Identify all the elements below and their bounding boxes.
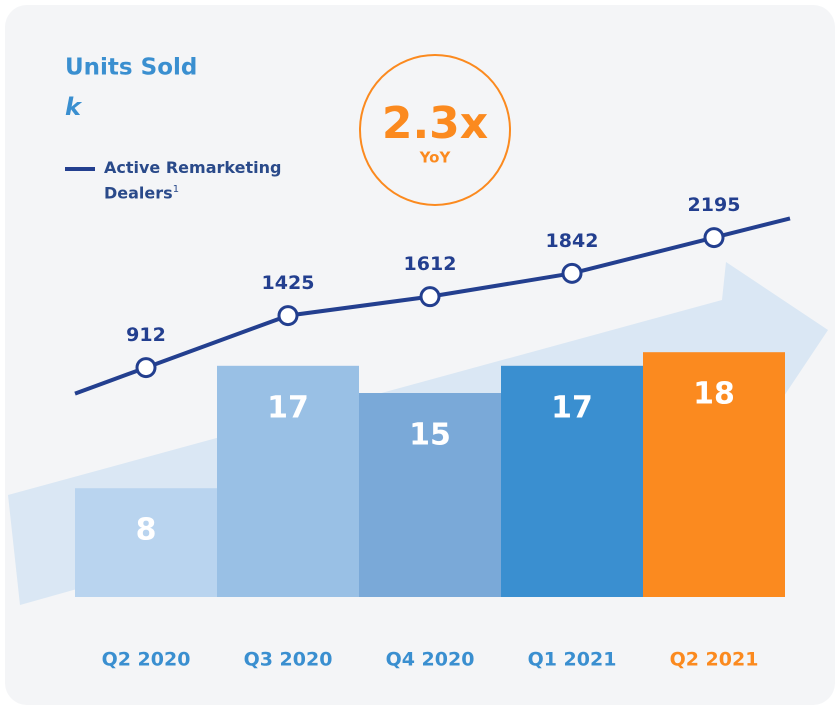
bar-value-label: 17 [267,390,309,425]
footnote-marker: 1 [172,184,180,195]
x-tick-label: Q1 2021 [528,649,617,671]
badge-label: YoY [419,149,452,167]
chart-title: Units Sold [65,55,197,81]
line-marker [419,286,441,308]
bar-value-label: 8 [136,513,157,548]
line-value-label: 912 [126,324,166,346]
x-tick-label: Q2 2021 [670,649,759,671]
line-value-label: 2195 [688,194,741,216]
bar [217,365,359,597]
line-marker [277,305,299,327]
bar [75,488,217,597]
line-value-label: 1425 [262,272,315,294]
bar-value-label: 17 [551,390,593,425]
bar [643,352,785,597]
bar [359,393,501,597]
line-value-label: 1612 [404,253,457,275]
badge-value: 2.3x [382,98,488,149]
chart-subtitle: k [65,93,83,121]
legend: Active Remarketing Dealers1 [104,157,324,204]
x-tick-label: Q4 2020 [386,649,475,671]
line-extension [74,365,147,396]
badge-ring [359,54,511,206]
x-tick-label: Q2 2020 [102,649,191,671]
line-marker [703,227,725,249]
legend-label: Active Remarketing Dealers [104,158,282,203]
bar-value-label: 18 [693,377,735,412]
line-extension [713,216,791,240]
bar-value-label: 15 [409,418,451,453]
line-value-label: 1842 [546,230,599,252]
line-marker [561,262,583,284]
line-marker [135,357,157,379]
x-tick-label: Q3 2020 [244,649,333,671]
bar [501,365,643,597]
